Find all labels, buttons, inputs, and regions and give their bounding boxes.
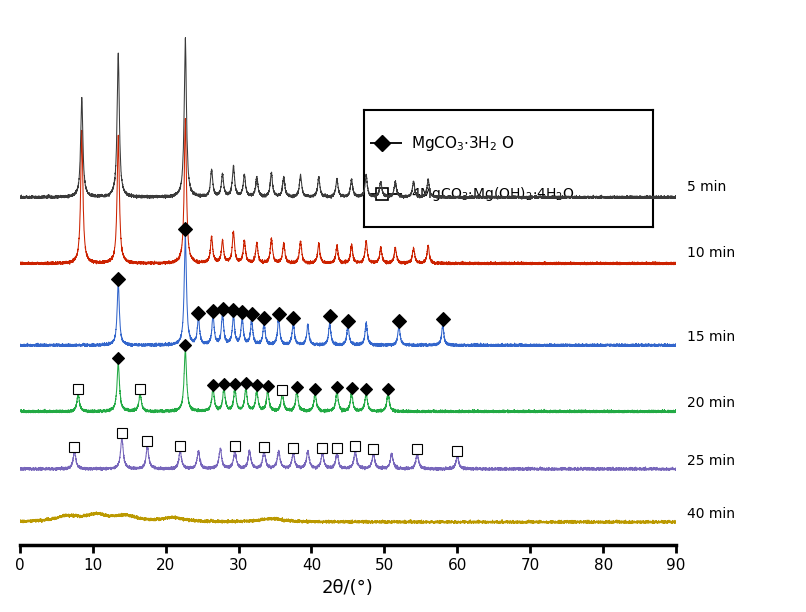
Text: 25 min: 25 min xyxy=(687,454,735,468)
Text: 10 min: 10 min xyxy=(687,246,735,260)
Text: 5 min: 5 min xyxy=(687,180,726,194)
Text: 40 min: 40 min xyxy=(687,507,735,521)
Text: 20 min: 20 min xyxy=(687,397,735,411)
X-axis label: 2θ/(°): 2θ/(°) xyxy=(322,579,374,597)
Text: 15 min: 15 min xyxy=(687,330,735,344)
